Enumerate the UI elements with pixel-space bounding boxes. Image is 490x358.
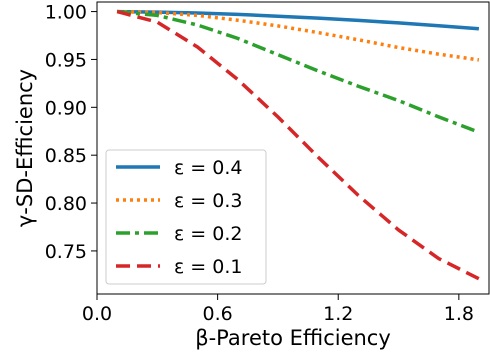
y-tick-label: 0.85 <box>45 145 87 167</box>
x-axis-ticks: 0.0 0.6 1.2 1.8 <box>82 294 474 325</box>
series-line-3 <box>116 9 480 134</box>
series-line-1 <box>117 9 480 31</box>
y-tick-label: 0.90 <box>45 97 87 119</box>
series-lines <box>116 9 480 281</box>
y-tick-label: 0.75 <box>45 241 87 263</box>
legend-label-3: ε = 0.2 <box>174 223 243 245</box>
y-tick-label: 1.00 <box>45 2 87 24</box>
y-axis-ticks: 0.75 0.80 0.85 0.90 0.95 1.00 <box>45 2 97 263</box>
x-tick-label: 0.6 <box>203 303 233 325</box>
x-tick-label: 1.2 <box>323 303 353 325</box>
x-tick-label: 1.8 <box>444 303 474 325</box>
plot-area <box>96 1 490 295</box>
y-tick-label: 0.95 <box>45 49 87 71</box>
x-axis-label: β-Pareto Efficiency <box>195 326 391 350</box>
series-line-4 <box>116 9 480 281</box>
legend: ε = 0.4 ε = 0.3 ε = 0.2 ε = 0.1 <box>105 149 267 285</box>
y-axis-label: γ-SD-Efficiency <box>13 69 37 227</box>
legend-box <box>105 149 267 285</box>
legend-label-4: ε = 0.1 <box>174 256 243 278</box>
x-tick-label: 0.0 <box>82 303 112 325</box>
y-tick-label: 0.80 <box>45 193 87 215</box>
legend-label-1: ε = 0.4 <box>174 157 243 179</box>
axes-frame <box>96 1 490 295</box>
legend-label-2: ε = 0.3 <box>174 190 243 212</box>
